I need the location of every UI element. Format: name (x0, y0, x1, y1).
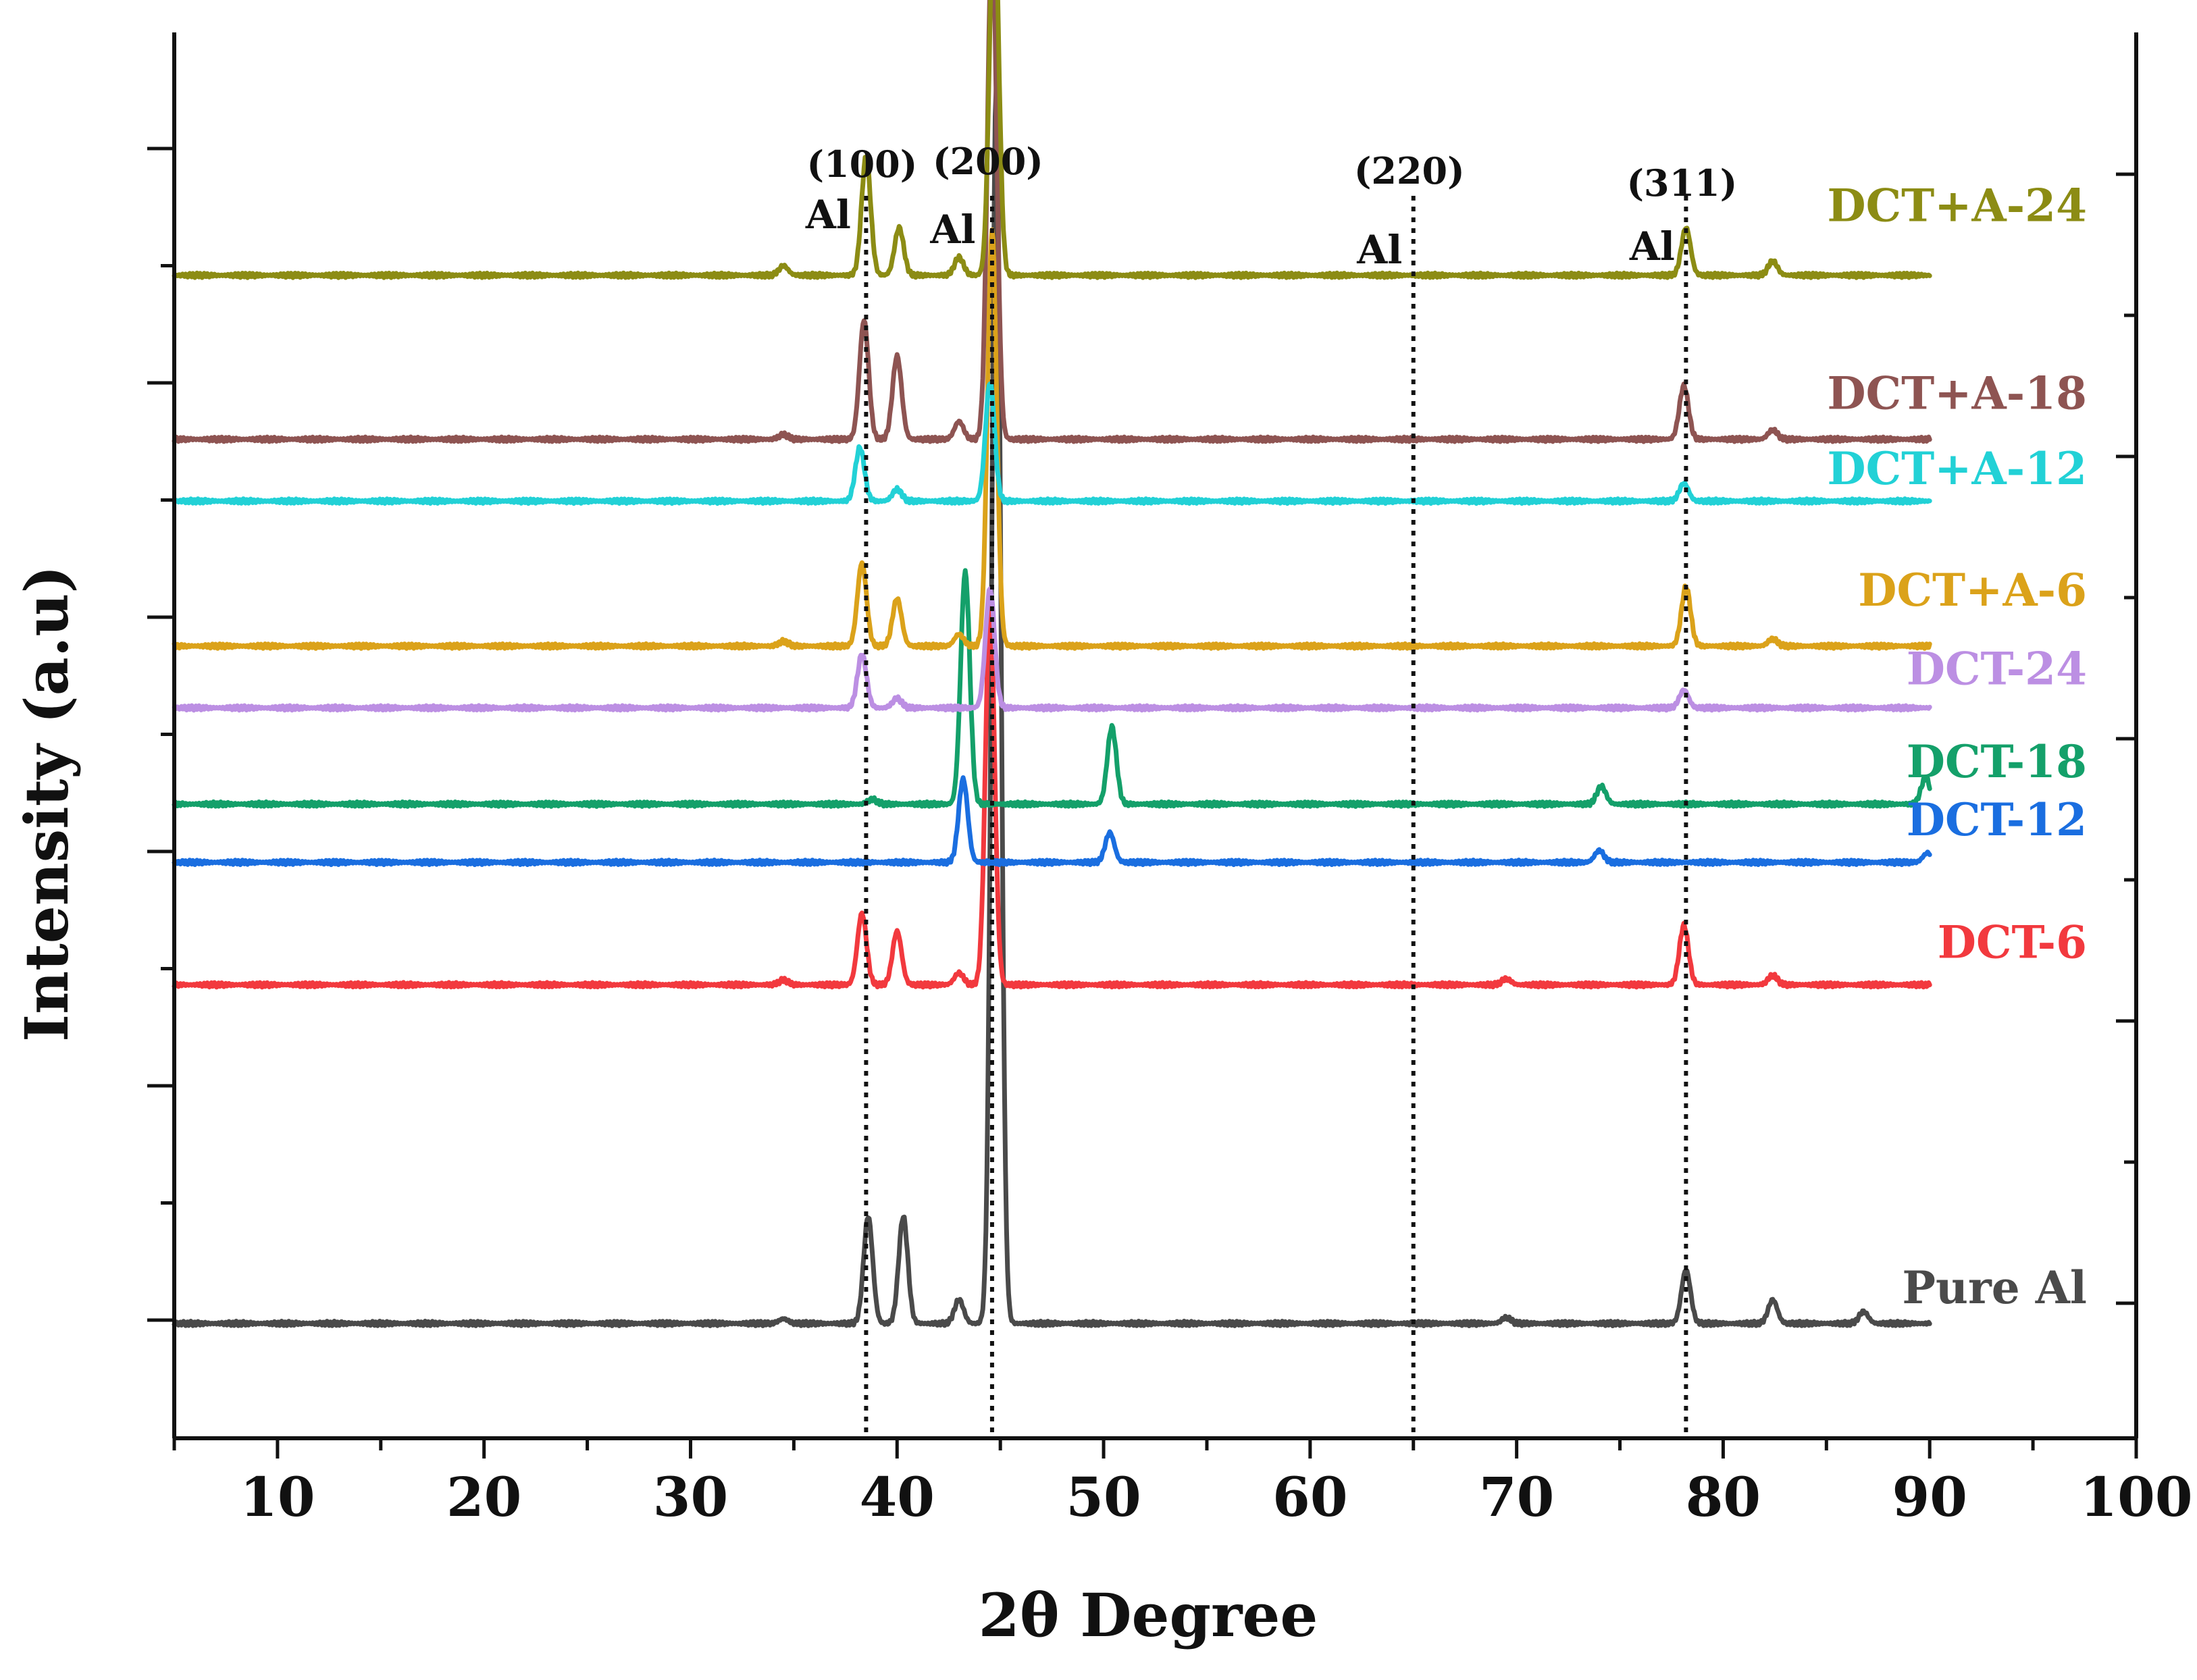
x-tick-label: 70 (1479, 1465, 1554, 1529)
series-label: DCT-6 (1938, 916, 2087, 968)
series-line-dct-12 (172, 775, 1932, 868)
x-tick-label: 40 (860, 1465, 935, 1529)
series-line-dct-a-24 (172, 0, 1932, 280)
x-tick-label: 20 (446, 1465, 521, 1529)
x-tick-label: 80 (1686, 1465, 1761, 1529)
x-tick-label: 90 (1892, 1465, 1967, 1529)
series-line-dct-a-12 (172, 381, 1932, 506)
series-line-dct-18 (172, 568, 1932, 809)
x-tick-label: 50 (1066, 1465, 1141, 1529)
peak-hkl-label: (100) (806, 142, 917, 186)
series-label: DCT-12 (1907, 793, 2087, 846)
series-label: DCT-24 (1907, 642, 2087, 695)
series-line-dct-6 (172, 603, 1932, 990)
x-tick-label: 60 (1272, 1465, 1347, 1529)
series-label: DCT-18 (1907, 735, 2087, 788)
x-tick-label: 30 (653, 1465, 728, 1529)
peak-element-label: Al (929, 207, 975, 253)
series-label: DCT+A-6 (1858, 564, 2087, 616)
x-tick-label: 100 (2080, 1465, 2193, 1529)
axes-group: 10 20 30 40 50 60 70 80 90 100 (147, 32, 2193, 1529)
peak-element-label: Al (805, 192, 851, 238)
series-label: Pure Al (1902, 1261, 2087, 1314)
peak-hkl-label: (220) (1354, 149, 1465, 192)
y-axis-title: Intensity (a.u) (11, 565, 82, 1042)
series-line-dct-a-6 (172, 227, 1932, 651)
x-axis-title: 2θ Degree (979, 1580, 1318, 1650)
peak-hkl-label: (311) (1626, 161, 1737, 205)
series-label: DCT+A-18 (1827, 367, 2087, 420)
peak-element-label: Al (1629, 224, 1675, 269)
series-lines-group (172, 0, 1932, 1328)
peak-element-label: Al (1356, 227, 1402, 273)
x-tick-label: 10 (240, 1465, 315, 1529)
series-label: DCT+A-12 (1827, 442, 2087, 495)
series-line-dct-24 (172, 586, 1932, 713)
peak-hkl-label: (200) (933, 140, 1043, 183)
reference-lines-group (864, 196, 1688, 1438)
series-line-pure-al (172, 85, 1932, 1328)
series-label: DCT+A-24 (1827, 180, 2087, 232)
series-line-dct-a-18 (172, 0, 1932, 444)
